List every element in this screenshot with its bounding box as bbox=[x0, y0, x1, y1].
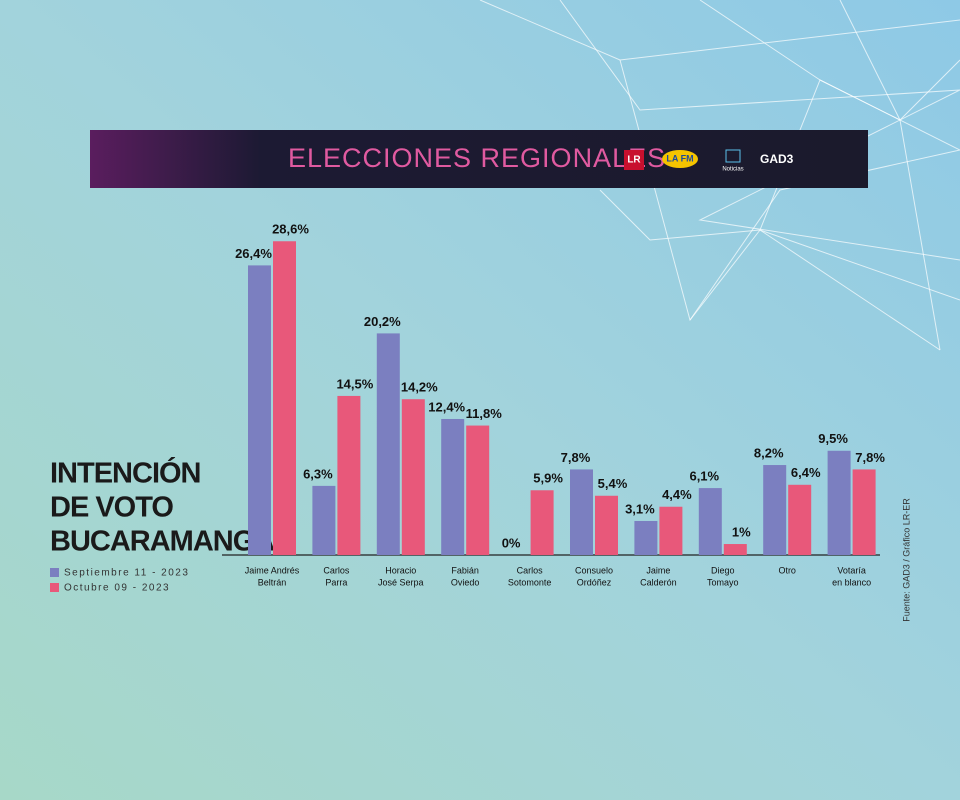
bar bbox=[376, 333, 400, 555]
x-tick-label: Jaime bbox=[646, 565, 670, 575]
value-label: 3,1% bbox=[625, 501, 655, 516]
x-tick-label: Parra bbox=[325, 577, 347, 587]
legend-label: Octubre 09 - 2023 bbox=[64, 583, 170, 594]
value-label: 20,2% bbox=[364, 314, 401, 329]
x-tick-label: Sotomonte bbox=[508, 577, 552, 587]
value-label: 6,4% bbox=[791, 465, 821, 480]
x-tick-label: Consuelo bbox=[575, 565, 613, 575]
bar bbox=[570, 469, 593, 555]
bar bbox=[312, 485, 336, 555]
value-label: 4,4% bbox=[662, 487, 692, 502]
x-tick-label: Diego bbox=[711, 565, 735, 575]
value-label: 5,9% bbox=[533, 471, 563, 486]
legend-swatch bbox=[50, 568, 59, 577]
value-label: 28,6% bbox=[272, 222, 309, 237]
chart-title: BUCARAMANGA bbox=[50, 526, 275, 558]
logo-box bbox=[624, 150, 644, 170]
bar bbox=[248, 265, 271, 555]
value-label: 8,2% bbox=[754, 445, 784, 460]
x-tick-label: Tomayo bbox=[707, 577, 739, 587]
legend-label: Septiembre 11 - 2023 bbox=[64, 568, 189, 579]
value-label: 7,8% bbox=[561, 450, 591, 465]
bar bbox=[530, 490, 554, 555]
value-label: 14,2% bbox=[401, 380, 438, 395]
value-label: 0% bbox=[502, 535, 521, 550]
x-tick-label: Fabián bbox=[451, 565, 479, 575]
x-tick-label: Beltrán bbox=[258, 577, 287, 587]
source: Fuente: GAD3 / Gráfico LR-ER bbox=[901, 498, 911, 622]
logo-box bbox=[725, 149, 741, 163]
value-label: 6,3% bbox=[303, 466, 333, 481]
x-tick-label: Carlos bbox=[323, 565, 350, 575]
x-tick-label: Jaime Andrés bbox=[245, 565, 300, 575]
bar bbox=[337, 395, 361, 555]
x-tick-label: José Serpa bbox=[378, 577, 424, 587]
banner-bg bbox=[90, 130, 868, 188]
bar bbox=[401, 399, 425, 555]
chart-title: INTENCIÓN bbox=[50, 456, 201, 490]
value-label: 1% bbox=[732, 524, 751, 539]
chart-title: DE VOTO bbox=[50, 492, 173, 524]
x-tick-label: Calderón bbox=[640, 577, 677, 587]
logo: GAD3 bbox=[760, 152, 794, 166]
bar bbox=[723, 544, 747, 555]
bar bbox=[273, 241, 296, 555]
value-label: 26,4% bbox=[235, 246, 272, 261]
logo-box bbox=[662, 150, 698, 168]
x-tick-label: Votaría bbox=[837, 565, 866, 575]
value-label: 14,5% bbox=[336, 376, 373, 391]
bar bbox=[441, 418, 465, 555]
legend-swatch bbox=[50, 583, 59, 592]
bar bbox=[698, 488, 722, 555]
x-tick-label: Oviedo bbox=[451, 577, 480, 587]
bar bbox=[827, 450, 851, 555]
bar bbox=[852, 469, 876, 555]
x-tick-label: Horacio bbox=[385, 565, 416, 575]
logo: Noticias bbox=[722, 167, 743, 173]
bar bbox=[763, 465, 787, 555]
value-label: 7,8% bbox=[855, 450, 885, 465]
x-tick-label: Carlos bbox=[517, 565, 544, 575]
banner-title: ELECCIONES REGIONALES bbox=[288, 143, 666, 173]
bar bbox=[595, 495, 618, 555]
x-tick-label: Otro bbox=[778, 565, 796, 575]
banner: ELECCIONES REGIONALES LR LA FM Noticias … bbox=[90, 130, 868, 188]
bar bbox=[634, 520, 658, 555]
value-label: 6,1% bbox=[689, 469, 719, 484]
bar bbox=[466, 425, 490, 555]
x-tick-label: en blanco bbox=[832, 577, 871, 587]
value-label: 11,8% bbox=[466, 406, 503, 421]
logo: LR bbox=[627, 155, 641, 166]
bar bbox=[788, 484, 812, 555]
value-label: 12,4% bbox=[428, 399, 465, 414]
bar bbox=[659, 506, 683, 555]
value-label: 9,5% bbox=[818, 431, 848, 446]
logo: LA FM bbox=[666, 153, 693, 163]
value-label: 5,4% bbox=[598, 476, 628, 491]
x-tick-label: Ordóñez bbox=[577, 577, 612, 587]
